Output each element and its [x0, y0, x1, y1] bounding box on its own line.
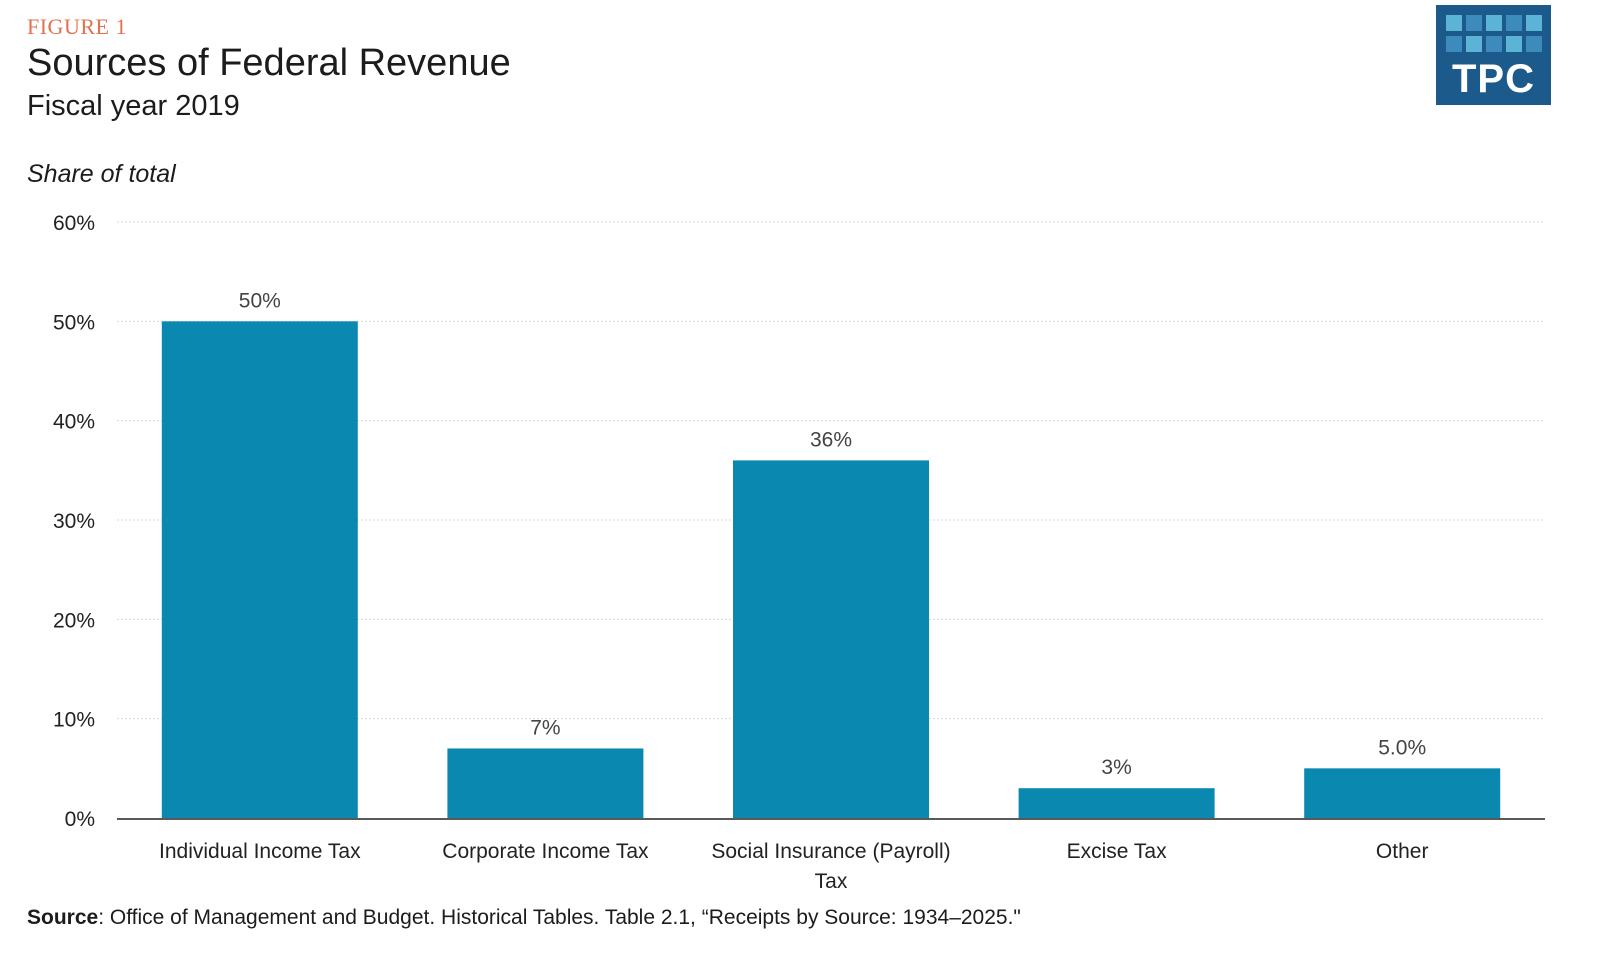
y-tick-label: 20% — [53, 609, 95, 632]
bar — [161, 321, 358, 818]
x-tick-label: Excise Tax — [1067, 840, 1167, 863]
y-tick-label: 0% — [65, 808, 95, 831]
source-note: Source: Office of Management and Budget.… — [27, 906, 1021, 930]
y-axis-label: Share of total — [27, 160, 177, 188]
chart-subtitle: Fiscal year 2019 — [27, 90, 240, 122]
x-tick-label: Social Insurance (Payroll) — [711, 840, 950, 863]
bar-value-label: 50% — [239, 289, 281, 312]
x-tick-label: Tax — [815, 870, 848, 893]
bar-value-label: 36% — [810, 428, 852, 451]
chart-title: Sources of Federal Revenue — [27, 42, 511, 84]
y-tick-label: 30% — [53, 510, 95, 533]
x-tick-label: Corporate Income Tax — [442, 840, 649, 863]
y-tick-label: 40% — [53, 411, 95, 434]
bar — [1018, 788, 1215, 818]
tpc-logo: TPC — [1436, 5, 1551, 105]
source-label: Source — [27, 906, 99, 929]
y-tick-label: 50% — [53, 311, 95, 334]
bar — [447, 748, 644, 818]
bar-value-label: 3% — [1101, 756, 1131, 779]
y-tick-label: 60% — [53, 212, 95, 235]
x-tick-label: Other — [1376, 840, 1429, 863]
bar-value-label: 5.0% — [1378, 736, 1426, 759]
source-text: : Office of Management and Budget. Histo… — [98, 906, 1021, 929]
bar — [1304, 768, 1501, 818]
figure-label: FIGURE 1 — [27, 14, 127, 39]
logo-text: TPC — [1452, 57, 1535, 101]
logo-grid-icon — [1446, 15, 1542, 55]
bar — [733, 460, 929, 818]
bar-value-label: 7% — [530, 716, 560, 739]
y-tick-label: 10% — [53, 709, 95, 732]
x-tick-label: Individual Income Tax — [159, 840, 361, 863]
